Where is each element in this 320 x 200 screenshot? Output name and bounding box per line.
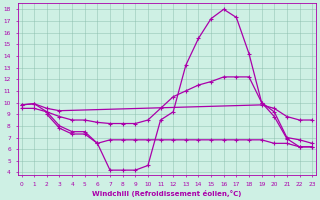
- X-axis label: Windchill (Refroidissement éolien,°C): Windchill (Refroidissement éolien,°C): [92, 190, 242, 197]
